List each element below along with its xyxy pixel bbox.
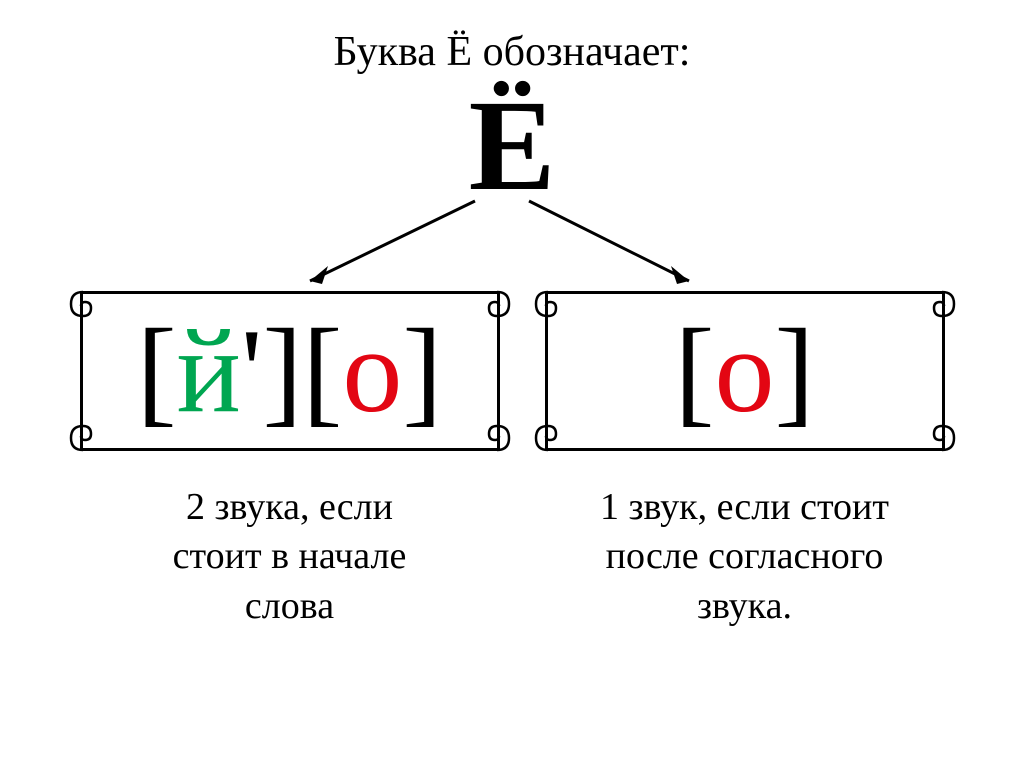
caption-left: 2 звука, если стоит в начале слова: [80, 483, 500, 631]
captions-row: 2 звука, если стоит в начале слова 1 зву…: [0, 483, 1024, 631]
caption-line: стоит в начале: [80, 532, 500, 581]
main-letter: Ё: [0, 81, 1024, 211]
letter-red: о: [715, 304, 775, 437]
caption-line: после согласного: [545, 532, 945, 581]
scroll-right: [о]: [545, 291, 945, 451]
page-title: Буква Ё обозначает:: [0, 0, 1024, 76]
arrows-container: [0, 196, 1024, 286]
apostrophe: ': [241, 304, 263, 437]
scroll-left-content: [й'][о]: [137, 311, 443, 431]
bracket-close: ]: [262, 304, 302, 437]
caption-line: слова: [80, 582, 500, 631]
letter-green: й: [177, 304, 241, 437]
bracket-open: [: [302, 304, 342, 437]
bracket-close: ]: [402, 304, 442, 437]
scroll-curl-icon: [532, 414, 564, 452]
arrow-right-icon: [524, 196, 724, 296]
scroll-left: [й'][о]: [80, 291, 500, 451]
bracket-open: [: [137, 304, 177, 437]
letter-red: о: [342, 304, 402, 437]
scroll-curl-icon: [926, 290, 958, 328]
scroll-curl-icon: [481, 290, 513, 328]
caption-line: звука.: [545, 582, 945, 631]
caption-right: 1 звук, если стоит после согласного звук…: [545, 483, 945, 631]
bracket-open: [: [675, 304, 715, 437]
scroll-curl-icon: [532, 290, 564, 328]
scroll-curl-icon: [67, 414, 99, 452]
caption-line: 1 звук, если стоит: [545, 483, 945, 532]
caption-line: 2 звука, если: [80, 483, 500, 532]
arrow-left-icon: [280, 196, 480, 296]
scroll-curl-icon: [67, 290, 99, 328]
scroll-curl-icon: [481, 414, 513, 452]
bracket-close: ]: [775, 304, 815, 437]
scroll-curl-icon: [926, 414, 958, 452]
scrolls-row: [й'][о] [о]: [0, 291, 1024, 451]
scroll-right-content: [о]: [675, 311, 815, 431]
